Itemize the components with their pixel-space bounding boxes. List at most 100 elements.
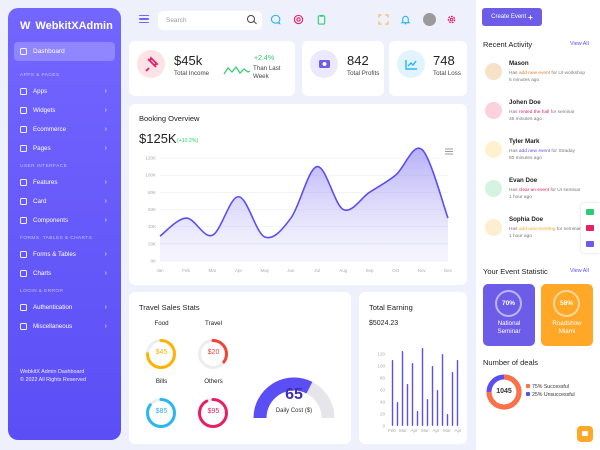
y-tick-label: 60K bbox=[148, 207, 156, 212]
event-card-national[interactable]: 70% National Seminar bbox=[483, 284, 535, 346]
area-line bbox=[159, 147, 449, 239]
activity-name: Johen Doe bbox=[509, 99, 541, 106]
brand[interactable]: W WebkitXAdmin bbox=[14, 16, 115, 42]
form-icon bbox=[20, 251, 27, 258]
palette-icon[interactable] bbox=[586, 241, 594, 247]
event-pct-ring: 58% bbox=[553, 290, 580, 317]
gauge-value: 65 bbox=[285, 386, 303, 403]
ring-progress bbox=[198, 339, 228, 369]
search-placeholder: Search bbox=[166, 17, 187, 24]
plus-icon: + bbox=[528, 12, 533, 22]
activity-time: 1 hour ago bbox=[509, 234, 532, 239]
sidebar-item-widgets[interactable]: Widgets › bbox=[14, 101, 115, 120]
gear-icon[interactable] bbox=[446, 14, 457, 25]
booking-title: Booking Overview bbox=[139, 114, 200, 123]
bar bbox=[456, 360, 459, 426]
travel-label-travel: Travel bbox=[205, 320, 222, 327]
chevron-right-icon: › bbox=[104, 323, 107, 330]
misc-icon bbox=[20, 323, 27, 330]
sidebar-item-charts[interactable]: Charts › bbox=[14, 264, 115, 283]
activity-text: Has add new event for Straday bbox=[509, 148, 575, 155]
bar bbox=[436, 390, 439, 426]
menu-toggle-icon[interactable] bbox=[139, 15, 149, 24]
sidebar-item-forms-tables[interactable]: Forms & Tables › bbox=[14, 245, 115, 264]
at-icon[interactable] bbox=[293, 14, 304, 25]
sidebar-item-label: Forms & Tables bbox=[33, 251, 76, 258]
sidebar-item-apps[interactable]: Apps › bbox=[14, 82, 115, 101]
bar bbox=[446, 414, 449, 426]
sidebar-item-label: Charts bbox=[33, 270, 52, 277]
lock-icon bbox=[20, 304, 27, 311]
sidebar-item-components[interactable]: Components › bbox=[14, 211, 115, 230]
legend-dot bbox=[526, 392, 530, 396]
deals-value: 1045 bbox=[496, 388, 512, 395]
sidebar-item-dashboard[interactable]: Dashboard bbox=[14, 42, 115, 61]
income-change: +2.4% bbox=[254, 55, 275, 62]
sidebar-item-miscellaneous[interactable]: Miscellaneous › bbox=[14, 317, 115, 336]
bar bbox=[396, 402, 399, 426]
earning-amount: $5024.23 bbox=[369, 320, 399, 327]
user-avatar[interactable] bbox=[423, 13, 436, 26]
deals-title: Number of deals bbox=[483, 358, 539, 367]
booking-chart: 0K 20K 40K 60K 80K 100K 120K Jan Feb Mar Apr May Jun… bbox=[145, 147, 453, 273]
ring-progress bbox=[198, 398, 228, 428]
bar bbox=[401, 351, 404, 426]
activity-post: for seminar bbox=[555, 227, 581, 232]
sidebar-item-ecommerce[interactable]: Ecommerce › bbox=[14, 120, 115, 139]
side-quick-tabs[interactable] bbox=[581, 203, 600, 253]
chevron-right-icon: › bbox=[104, 304, 107, 311]
bar bbox=[411, 363, 414, 426]
activity-action: add new event bbox=[518, 71, 551, 76]
activity-name: Mason bbox=[509, 60, 529, 67]
chevron-right-icon: › bbox=[104, 126, 107, 133]
gauge-label: Daily Cost ($) bbox=[275, 408, 313, 414]
chevron-right-icon: › bbox=[104, 198, 107, 205]
activity-text: Has rented the hall for seminar bbox=[509, 109, 575, 116]
legend-text: 75% Successful bbox=[532, 384, 569, 390]
ring-progress bbox=[146, 339, 176, 369]
activity-post: for seminar bbox=[549, 110, 575, 115]
sidebar-footer: WebkitX Admin Dashboard © 2022 All Right… bbox=[20, 368, 86, 384]
chat-icon[interactable] bbox=[270, 14, 281, 25]
fullscreen-icon[interactable] bbox=[378, 14, 389, 25]
income-label: Total Income bbox=[174, 70, 210, 77]
search-icon[interactable] bbox=[247, 15, 255, 23]
image-icon[interactable] bbox=[586, 225, 594, 231]
avatar bbox=[485, 102, 502, 119]
activity-pre: Has bbox=[509, 71, 519, 76]
activity-time: 5 minutes ago bbox=[509, 78, 540, 83]
activity-pre: Has bbox=[509, 149, 519, 154]
sidebar-item-pages[interactable]: Pages › bbox=[14, 139, 115, 158]
event-pct-ring: 70% bbox=[495, 290, 522, 317]
y-tick-label: 0K bbox=[150, 259, 156, 264]
x-tick-label: Apr bbox=[235, 268, 243, 273]
event-card-roadshow[interactable]: 58% Roadshow Miami bbox=[541, 284, 593, 346]
help-chat-button[interactable] bbox=[577, 426, 593, 442]
bell-icon[interactable] bbox=[400, 14, 411, 25]
sidebar-item-features[interactable]: Features › bbox=[14, 173, 115, 192]
activity-text: Has clear an event for UI seminar bbox=[509, 187, 580, 194]
chart-menu-icon[interactable] bbox=[445, 148, 453, 155]
activity-post: for UI seminar bbox=[549, 188, 581, 193]
x-tick-label: Apr bbox=[410, 428, 418, 433]
sidebar-item-authentication[interactable]: Authentication › bbox=[14, 298, 115, 317]
layout-icon[interactable] bbox=[586, 209, 594, 215]
activity-action: add new event bbox=[518, 149, 551, 154]
x-tick-label: May bbox=[260, 268, 269, 273]
y-tick-label: 0 bbox=[382, 424, 385, 429]
brand-name: WebkitXAdmin bbox=[35, 20, 113, 32]
sidebar-section-label: APPS & PAGES bbox=[20, 73, 60, 78]
search-input[interactable]: Search bbox=[158, 11, 262, 30]
sidebar-item-card[interactable]: Card › bbox=[14, 192, 115, 211]
create-event-button[interactable]: Create Event + bbox=[482, 8, 542, 26]
logo-icon: W bbox=[20, 20, 31, 32]
sidebar-item-label: Miscellaneous bbox=[33, 323, 73, 330]
event-label-line: Miami bbox=[558, 328, 576, 335]
clipboard-icon[interactable] bbox=[316, 14, 327, 25]
recent-view-all-link[interactable]: View All bbox=[570, 41, 589, 47]
event-view-all-link[interactable]: View All bbox=[570, 268, 589, 274]
bar bbox=[391, 360, 394, 426]
activity-action: rented the hall bbox=[518, 110, 550, 115]
x-tick-label: Aug bbox=[339, 268, 348, 273]
legend-text: 25% Unsuccessful bbox=[532, 392, 575, 398]
